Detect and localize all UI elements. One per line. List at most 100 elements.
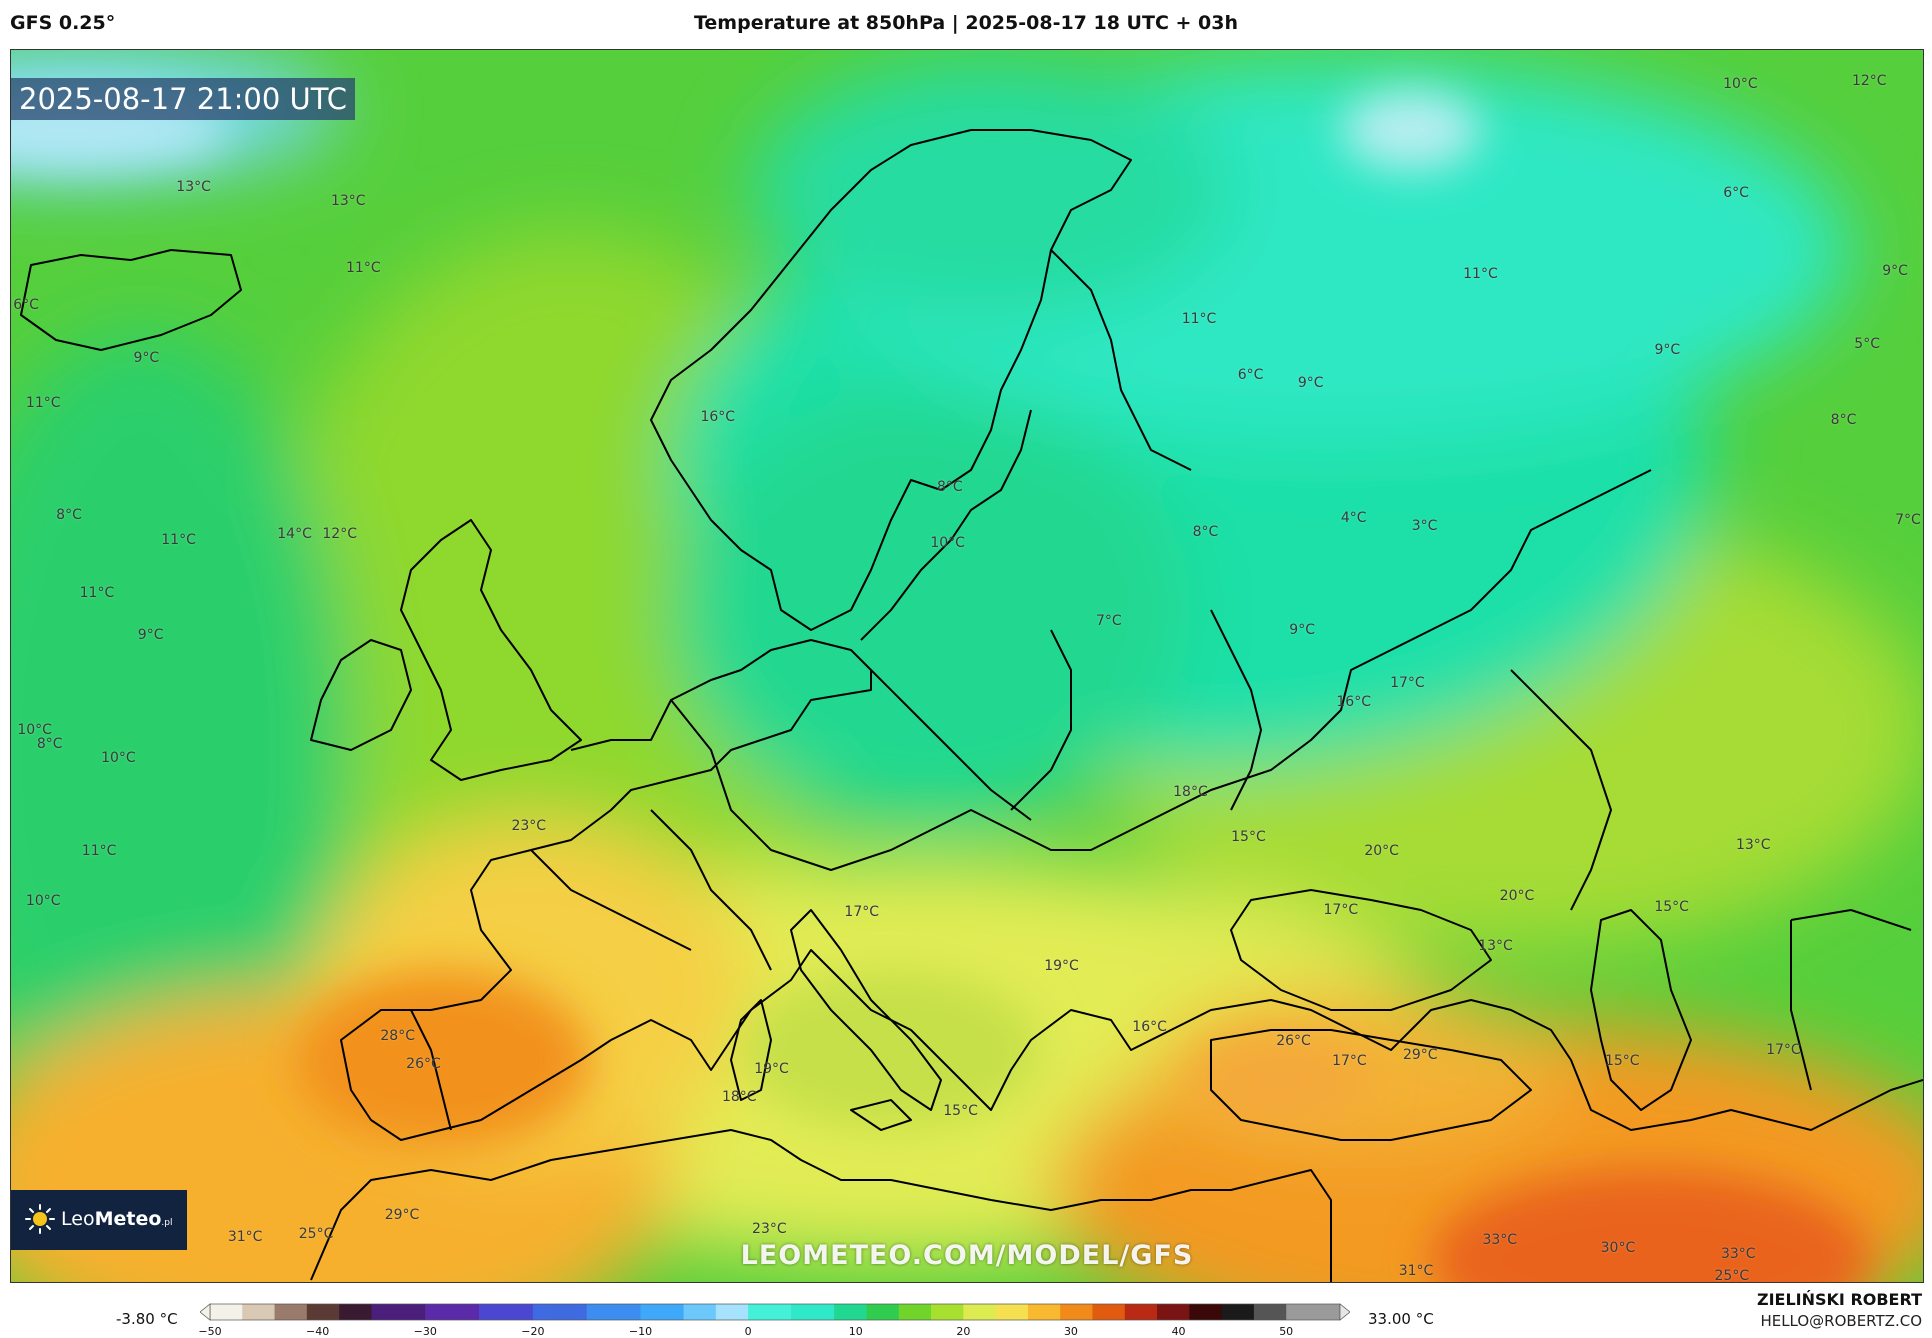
colorbar-step xyxy=(920,1304,932,1320)
temperature-label: 7°C xyxy=(1895,512,1921,529)
colorbar-step xyxy=(640,1304,652,1320)
colorbar-step xyxy=(705,1304,717,1320)
colorbar-step xyxy=(801,1304,814,1320)
temperature-label: 17°C xyxy=(1766,1041,1801,1058)
temperature-label: 11°C xyxy=(81,842,117,859)
temperature-label: 28°C xyxy=(380,1027,415,1044)
colorbar-step xyxy=(898,1304,911,1320)
colorbar-step xyxy=(479,1304,491,1320)
colorbar-step xyxy=(769,1304,781,1320)
temperature-label: 13°C xyxy=(1735,837,1771,854)
colorbar xyxy=(200,1303,1350,1321)
colorbar-step xyxy=(1275,1304,1287,1320)
temperature-label: 33°C xyxy=(1482,1232,1518,1248)
temperature-label: 16°C xyxy=(1132,1019,1167,1036)
colorbar-step xyxy=(823,1304,835,1320)
colorbar-max-label: 33.00 °C xyxy=(1368,1310,1434,1328)
model-name: GFS 0.25° xyxy=(10,12,116,34)
temperature-label: 11°C xyxy=(25,394,61,411)
colorbar-step xyxy=(780,1304,792,1320)
colorbar-step xyxy=(1232,1304,1244,1320)
colorbar-step xyxy=(575,1304,588,1320)
logo-brand-bold: Meteo xyxy=(94,1208,162,1230)
colorbar-step xyxy=(1286,1304,1298,1320)
temperature-label: 10°C xyxy=(1723,75,1758,92)
temperature-label: 13°C xyxy=(1478,938,1513,954)
temperature-label: 9°C xyxy=(1297,375,1324,392)
colorbar-tick-label: −50 xyxy=(198,1325,222,1338)
colorbar-step xyxy=(1092,1304,1104,1320)
colorbar-step xyxy=(1296,1304,1309,1320)
temperature-label: 29°C xyxy=(1402,1047,1438,1064)
colorbar-step xyxy=(457,1304,469,1320)
colorbar-step xyxy=(1060,1304,1072,1320)
leometeo-logo[interactable]: LeoMeteo.pl xyxy=(11,1190,187,1250)
colorbar-step xyxy=(231,1304,243,1320)
colorbar-step xyxy=(1103,1304,1115,1320)
colorbar-step xyxy=(489,1304,502,1320)
colorbar-step xyxy=(317,1304,329,1320)
temperature-label: 31°C xyxy=(1398,1262,1434,1279)
temperature-label: 13°C xyxy=(330,193,366,210)
colorbar-step xyxy=(812,1304,825,1320)
colorbar-tick-label: −40 xyxy=(306,1325,330,1338)
colorbar-step xyxy=(543,1304,555,1320)
temperature-label: 17°C xyxy=(1323,901,1359,918)
temperature-label: 15°C xyxy=(943,1103,978,1120)
temperature-label: 10°C xyxy=(101,750,136,767)
temperature-label: 26°C xyxy=(1276,1033,1311,1050)
colorbar-step xyxy=(877,1304,889,1320)
temperature-label: 25°C xyxy=(1714,1268,1750,1283)
colorbar-step xyxy=(737,1304,749,1320)
temperature-label: 12°C xyxy=(1851,72,1887,89)
colorbar-step xyxy=(511,1304,523,1320)
temperature-label: 26°C xyxy=(406,1055,441,1072)
colorbar-step xyxy=(1070,1304,1083,1320)
temperature-label: 30°C xyxy=(1600,1240,1636,1257)
colorbar-step xyxy=(597,1304,609,1320)
temperature-label: 10°C xyxy=(17,722,52,739)
colorbar-step xyxy=(306,1304,319,1320)
colorbar-step xyxy=(791,1304,803,1320)
colorbar-step xyxy=(1210,1304,1223,1320)
colorbar-step xyxy=(672,1304,685,1320)
logo-suffix: .pl xyxy=(161,1218,173,1228)
source-watermark: LEOMETEO.COM/MODEL/GFS xyxy=(740,1240,1194,1271)
colorbar-min-label: -3.80 °C xyxy=(116,1310,178,1328)
temperature-label: 11°C xyxy=(79,585,115,602)
map-title: Temperature at 850hPa | 2025-08-17 18 UT… xyxy=(693,12,1239,34)
colorbar-step xyxy=(758,1304,771,1320)
temperature-label: 12°C xyxy=(322,526,357,543)
colorbar-tick-label: 50 xyxy=(1279,1325,1294,1338)
colorbar-step xyxy=(1124,1304,1137,1320)
temperature-label: 6°C xyxy=(1237,366,1264,383)
temperature-label: 11°C xyxy=(346,260,381,277)
temperature-map[interactable]: 10°C 12°C 6°C 11°C 9°C 9°C 5°C 8°C 7°C 3°C 4°C 11°C… xyxy=(10,49,1924,1283)
temperature-label: 31°C xyxy=(227,1229,263,1246)
temperature-label: 8°C xyxy=(1830,411,1857,428)
colorbar-step xyxy=(974,1304,986,1320)
colorbar-step xyxy=(1189,1304,1201,1320)
colorbar-step xyxy=(1243,1304,1255,1320)
colorbar-tick-label: 30 xyxy=(1063,1325,1078,1338)
temperature-label: 10°C xyxy=(25,893,61,910)
colorbar-step xyxy=(403,1304,416,1320)
temperature-label: 5°C xyxy=(1854,336,1880,352)
temperature-label: 17°C xyxy=(1332,1052,1367,1069)
colorbar-step xyxy=(984,1304,997,1320)
colorbar-tick-label: −10 xyxy=(628,1325,653,1338)
colorbar-step xyxy=(296,1304,308,1320)
temperature-label: 9°C xyxy=(133,350,160,366)
temperature-label: 19°C xyxy=(754,1061,789,1078)
author-email[interactable]: HELLO@ROBERTZ.CO xyxy=(1760,1312,1922,1330)
colorbar-step xyxy=(629,1304,642,1320)
temperature-label: 15°C xyxy=(1231,828,1266,845)
colorbar-max-arrow xyxy=(1339,1303,1350,1321)
temperature-label: 9°C xyxy=(137,627,164,644)
colorbar-step xyxy=(726,1304,738,1320)
colorbar-step xyxy=(253,1304,265,1320)
colorbar-step xyxy=(662,1304,674,1320)
colorbar-step xyxy=(683,1304,695,1320)
colorbar-step xyxy=(941,1304,954,1320)
temperature-label: 13°C xyxy=(176,179,211,196)
